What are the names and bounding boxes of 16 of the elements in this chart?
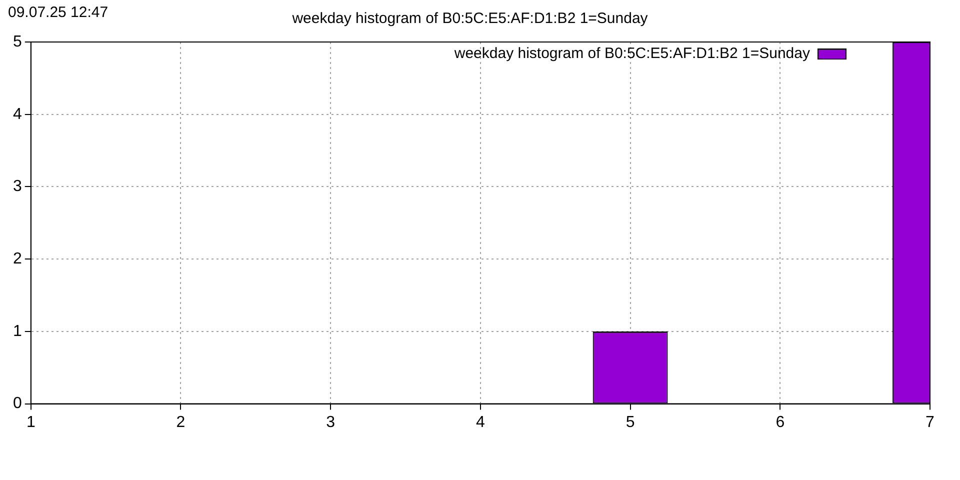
y-tick-label: 5 xyxy=(12,33,22,50)
x-tick-label: 6 xyxy=(776,414,785,431)
x-tick-label: 2 xyxy=(176,414,186,431)
y-tick-label: 4 xyxy=(12,106,22,123)
x-tick-label: 3 xyxy=(326,414,336,431)
chart-title: weekday histogram of B0:5C:E5:AF:D1:B2 1=Sunday xyxy=(291,10,648,28)
x-tick-label: 7 xyxy=(926,414,935,431)
x-tick-label: 1 xyxy=(26,414,36,431)
x-tick-label: 4 xyxy=(476,414,485,431)
y-tick-label: 1 xyxy=(12,322,22,340)
legend-label: weekday histogram of B0:5C:E5:AF:D1:B2 1=Sunday xyxy=(453,45,810,62)
y-tick-label: 2 xyxy=(12,250,22,268)
y-tick-label: 3 xyxy=(12,178,22,196)
y-tick-label: 0 xyxy=(12,395,22,412)
x-tick-label: 5 xyxy=(626,414,635,431)
text: 09.07.25 12:47 xyxy=(8,4,108,21)
